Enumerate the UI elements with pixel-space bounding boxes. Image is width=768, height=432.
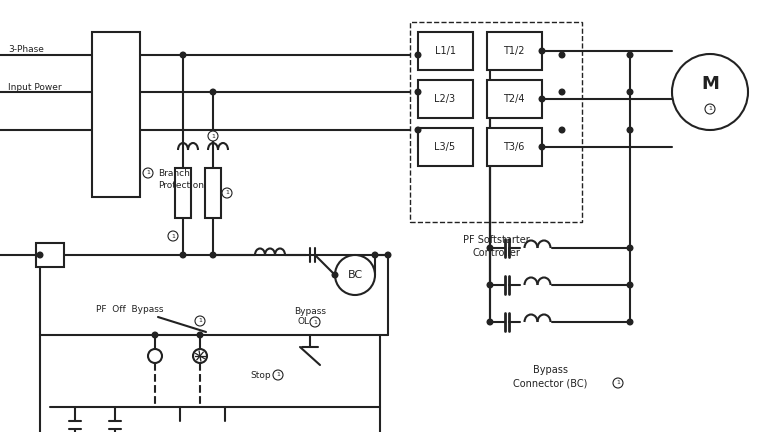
Bar: [487, 32, 542, 70]
Circle shape: [168, 231, 178, 241]
Text: 1: 1: [171, 234, 175, 238]
Text: 1: 1: [146, 171, 150, 175]
Text: L2/3: L2/3: [435, 94, 455, 104]
Text: PF Softstarter: PF Softstarter: [462, 235, 529, 245]
Circle shape: [559, 127, 564, 133]
Text: PF  Off  Bypass: PF Off Bypass: [96, 305, 164, 314]
Text: Bypass: Bypass: [532, 365, 568, 375]
Text: Connector (BC): Connector (BC): [513, 378, 588, 388]
Text: Branch: Branch: [158, 168, 190, 178]
Text: L1/1: L1/1: [435, 46, 455, 56]
Circle shape: [222, 188, 232, 198]
Circle shape: [143, 168, 153, 178]
Text: 3-Phase: 3-Phase: [8, 45, 44, 54]
Circle shape: [559, 52, 564, 58]
Text: OL: OL: [298, 318, 310, 327]
Circle shape: [627, 319, 633, 325]
Text: 1: 1: [198, 318, 202, 324]
Text: Protection: Protection: [158, 181, 204, 191]
Circle shape: [273, 370, 283, 380]
Circle shape: [197, 332, 203, 338]
Circle shape: [415, 127, 421, 133]
Text: 1: 1: [313, 320, 317, 324]
Text: 1: 1: [616, 381, 620, 385]
Text: 1: 1: [225, 191, 229, 196]
Text: Input Power: Input Power: [8, 83, 61, 92]
Bar: [487, 80, 542, 118]
Bar: [418, 128, 473, 166]
Bar: [487, 128, 542, 166]
Text: 1: 1: [211, 133, 215, 139]
Circle shape: [539, 144, 545, 150]
Circle shape: [195, 316, 205, 326]
Text: T1/2: T1/2: [503, 46, 525, 56]
Bar: [205, 168, 221, 218]
Circle shape: [627, 245, 633, 251]
Circle shape: [333, 272, 338, 278]
Circle shape: [613, 378, 623, 388]
Bar: [92, 32, 140, 197]
Circle shape: [559, 89, 564, 95]
Bar: [410, 22, 582, 222]
Circle shape: [415, 52, 421, 58]
Circle shape: [152, 332, 157, 338]
Circle shape: [539, 96, 545, 102]
Circle shape: [539, 48, 545, 54]
Circle shape: [210, 252, 216, 258]
Circle shape: [180, 252, 186, 258]
Text: T2/4: T2/4: [503, 94, 525, 104]
Bar: [36, 243, 64, 267]
Circle shape: [705, 104, 715, 114]
Text: BC: BC: [347, 270, 362, 280]
Text: Controller: Controller: [472, 248, 520, 258]
Circle shape: [415, 89, 421, 95]
Circle shape: [627, 89, 633, 95]
Circle shape: [180, 52, 186, 58]
Circle shape: [37, 252, 43, 258]
Circle shape: [487, 319, 493, 325]
Circle shape: [487, 282, 493, 288]
Text: Bypass: Bypass: [294, 306, 326, 315]
Text: M: M: [701, 75, 719, 93]
Text: 1: 1: [276, 372, 280, 378]
Bar: [418, 32, 473, 70]
Circle shape: [627, 127, 633, 133]
Circle shape: [372, 252, 378, 258]
Circle shape: [627, 52, 633, 58]
Circle shape: [672, 54, 748, 130]
Circle shape: [386, 252, 391, 258]
Circle shape: [208, 131, 218, 141]
Circle shape: [310, 317, 320, 327]
Circle shape: [148, 349, 162, 363]
Text: 1: 1: [708, 107, 712, 111]
Bar: [418, 80, 473, 118]
Circle shape: [487, 245, 493, 251]
Circle shape: [627, 282, 633, 288]
Text: L3/5: L3/5: [435, 142, 455, 152]
Circle shape: [335, 255, 375, 295]
Circle shape: [193, 349, 207, 363]
Text: Stop: Stop: [250, 371, 270, 379]
Text: T3/6: T3/6: [503, 142, 525, 152]
Circle shape: [210, 89, 216, 95]
Bar: [175, 168, 191, 218]
